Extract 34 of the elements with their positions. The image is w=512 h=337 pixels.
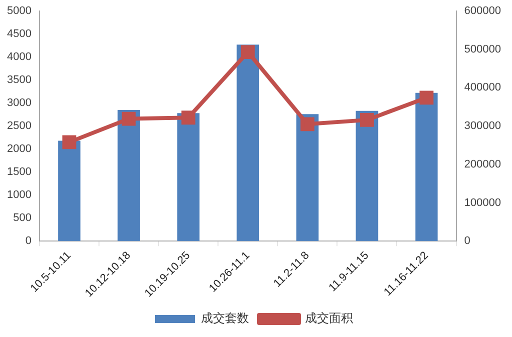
y2-tick-label: 600000 xyxy=(464,5,502,18)
point xyxy=(360,112,374,127)
bar xyxy=(177,113,200,242)
point xyxy=(300,117,314,132)
y-tick-label: 4000 xyxy=(6,51,32,64)
legend-label: 成交套数 xyxy=(201,311,249,326)
y-tick-label: 3000 xyxy=(6,97,32,110)
y-tick-label: 2000 xyxy=(6,143,32,156)
bar xyxy=(415,92,438,242)
bar xyxy=(296,114,319,242)
y2-tick-label: 300000 xyxy=(464,120,502,132)
y-tick-label: 2500 xyxy=(6,120,32,132)
bar xyxy=(236,44,260,242)
y-tick-label: 3500 xyxy=(6,74,32,86)
y-tick-label: 5000 xyxy=(6,5,32,18)
y2-tick-label: 500000 xyxy=(464,43,502,56)
bar xyxy=(58,140,80,242)
point xyxy=(62,135,76,150)
y-tick-label: 1000 xyxy=(6,189,32,202)
bar xyxy=(118,110,140,242)
y-tick-label: 1500 xyxy=(6,166,32,178)
y-tick-label: 4500 xyxy=(6,28,32,40)
y2-tick-label: 100000 xyxy=(464,196,502,209)
bar xyxy=(356,110,378,242)
y-tick-label: 500 xyxy=(13,212,32,224)
point xyxy=(181,110,196,125)
y-tick-label: 0 xyxy=(25,235,32,248)
point xyxy=(240,45,255,59)
y2-tick-label: 200000 xyxy=(464,158,502,170)
y2-tick-label: 0 xyxy=(464,235,470,248)
y2-tick-label: 400000 xyxy=(464,82,502,94)
point xyxy=(122,112,136,126)
legend-label: 成交面积 xyxy=(305,311,353,326)
point xyxy=(420,90,434,105)
